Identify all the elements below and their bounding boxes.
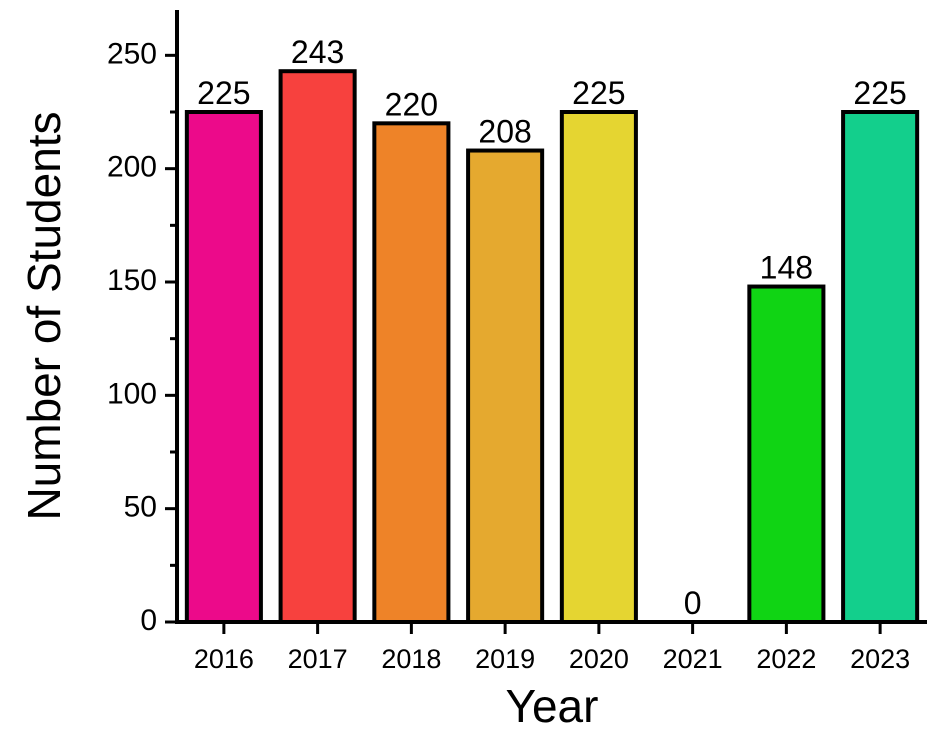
data-labels-layer: 225 243 220 208 225 0 148 225 xyxy=(197,34,907,621)
bar-2020 xyxy=(559,110,638,624)
x-tick-label-2018: 2018 xyxy=(381,644,441,674)
y-tick-label-50: 50 xyxy=(124,491,157,524)
data-label-2019: 208 xyxy=(478,114,531,150)
x-tick-label-2023: 2023 xyxy=(850,644,910,674)
data-label-2017: 243 xyxy=(291,34,344,70)
y-tick-label-250: 250 xyxy=(107,37,157,70)
bar-2022 xyxy=(747,284,826,624)
x-tick-label-2016: 2016 xyxy=(194,644,254,674)
bar-2017 xyxy=(278,69,357,624)
data-label-2021: 0 xyxy=(684,585,702,621)
x-tick-label-2021: 2021 xyxy=(663,644,723,674)
bars-layer xyxy=(184,69,920,625)
y-tick-label-150: 150 xyxy=(107,264,157,297)
data-label-2022: 148 xyxy=(760,250,813,286)
x-tick-label-2020: 2020 xyxy=(569,644,629,674)
y-tick-label-100: 100 xyxy=(107,377,157,410)
y-axis-ticks: 0 50 100 150 200 250 xyxy=(107,37,177,637)
y-axis-title: Number of Students xyxy=(18,111,70,520)
data-label-2018: 220 xyxy=(385,86,438,122)
x-tick-label-2019: 2019 xyxy=(475,644,535,674)
x-tick-label-2022: 2022 xyxy=(756,644,816,674)
bar-2018 xyxy=(372,121,451,624)
bar-2023 xyxy=(841,110,920,624)
bar-2019 xyxy=(466,148,545,625)
x-axis-ticks: 2016 2017 2018 2019 2020 2021 2022 2023 xyxy=(194,622,910,674)
y-tick-label-200: 200 xyxy=(107,151,157,184)
x-axis-title: Year xyxy=(506,680,599,731)
y-tick-label-0: 0 xyxy=(140,604,157,637)
data-label-2020: 225 xyxy=(572,75,625,111)
bar-2016 xyxy=(184,110,263,624)
data-label-2016: 225 xyxy=(197,75,250,111)
x-tick-label-2017: 2017 xyxy=(288,644,348,674)
data-label-2023: 225 xyxy=(853,75,906,111)
